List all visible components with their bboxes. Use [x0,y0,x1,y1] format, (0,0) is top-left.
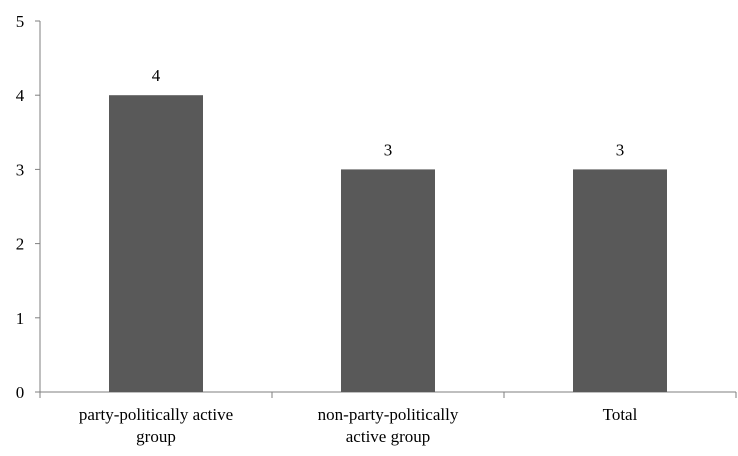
x-category-label-line: party-politically active [79,405,233,424]
x-category-label: party-politically active group [79,405,233,446]
y-axis: 0 1 2 3 4 5 [16,12,41,402]
data-label: 3 [616,140,625,159]
y-tick-label: 5 [16,12,25,31]
y-tick-label: 1 [16,309,25,328]
bar [341,169,435,392]
bar [109,95,203,392]
x-category-label-line: active group [346,427,431,446]
x-category-label-line: group [136,427,176,446]
data-label: 3 [384,140,393,159]
y-tick-label: 4 [16,86,25,105]
x-category-label-line: Total [603,405,638,424]
bars [109,95,667,392]
x-category-label: Total [603,405,638,424]
x-category-label-line: non-party-politically [318,405,459,424]
x-axis: party-politically active group non-party-p… [39,391,737,446]
data-label: 4 [152,66,161,85]
y-tick-label: 3 [16,160,25,179]
y-tick-label: 2 [16,235,25,254]
data-labels: 4 3 3 [152,66,625,159]
bar [573,169,667,392]
y-tick-label: 0 [16,383,25,402]
x-category-label: non-party-politically active group [318,405,459,446]
